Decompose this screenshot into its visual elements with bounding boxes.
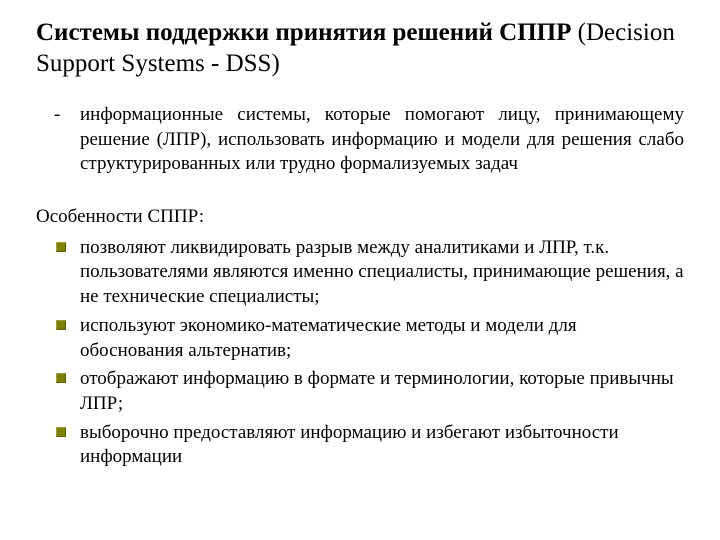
slide-title: Системы поддержки принятия решений СППР … [36,18,684,79]
title-bold: Системы поддержки принятия решений СППР [36,19,571,46]
list-item: отображают информацию в формате и термин… [52,367,684,416]
list-item: используют экономико-математические мето… [52,314,684,363]
features-heading: Особенности СППР: [36,205,684,230]
definition-text: информационные системы, которые помогают… [80,104,684,174]
definition-dash: - [54,103,60,128]
features-list: позволяют ликвидировать разрыв между ана… [36,236,684,470]
slide: Системы поддержки принятия решений СППР … [0,0,720,540]
list-item-text: отображают информацию в формате и термин… [80,368,674,414]
list-item: позволяют ликвидировать разрыв между ана… [52,236,684,310]
definition-block: - информационные системы, которые помога… [36,103,684,177]
list-item-text: используют экономико-математические мето… [80,315,577,361]
list-item-text: выборочно предоставляют информацию и изб… [80,422,619,468]
list-item-text: позволяют ликвидировать разрыв между ана… [80,237,684,307]
list-item: выборочно предоставляют информацию и изб… [52,421,684,470]
